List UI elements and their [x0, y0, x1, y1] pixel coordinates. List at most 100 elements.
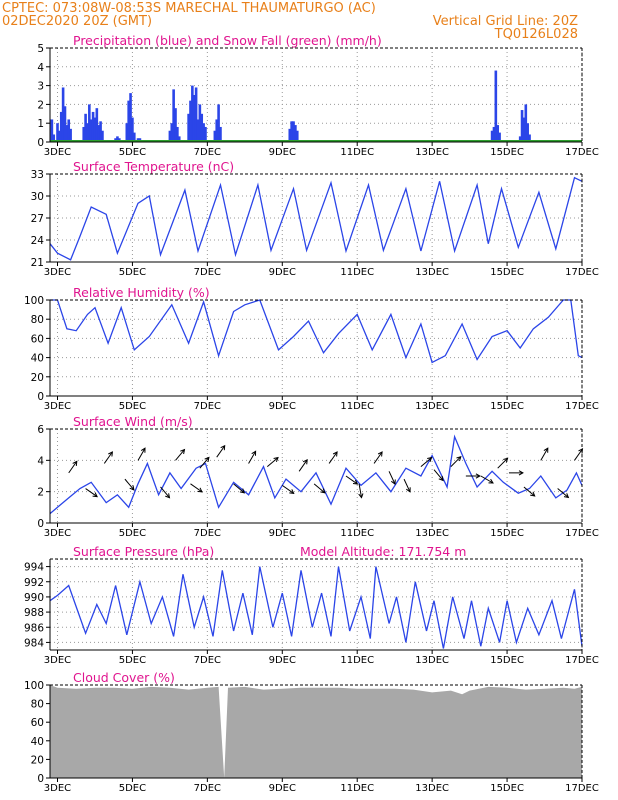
y-tick-label: 21 — [31, 257, 44, 269]
panel-title: Relative Humidity (%) — [73, 285, 210, 300]
wind-arrow-head — [406, 487, 411, 493]
x-tick-label: 15DEC — [490, 147, 524, 158]
wind-arrow-shaft — [373, 451, 383, 464]
x-tick-label: 11DEC — [340, 655, 374, 666]
x-tick-label: 7DEC — [194, 655, 221, 666]
precip-bar — [187, 113, 190, 142]
wind-arrow-head — [488, 478, 494, 484]
wind-arrow — [540, 447, 549, 461]
wind-arrow-shaft — [540, 447, 549, 461]
y-tick-label: 5 — [37, 43, 44, 55]
x-tick-label: 5DEC — [119, 783, 146, 794]
y-tick-label: 986 — [24, 622, 44, 634]
wind-arrow-shaft — [199, 457, 210, 469]
series-line — [50, 299, 583, 364]
panels-group: Precipitation (blue) and Snow Fall (gree… — [24, 33, 599, 794]
wind-arrow — [137, 447, 146, 461]
x-tick-label: 9DEC — [269, 267, 296, 278]
wind-arrow-head — [140, 447, 146, 453]
x-tick-label: 9DEC — [269, 655, 296, 666]
wind-arrow — [450, 455, 462, 467]
wind-arrow — [403, 478, 411, 493]
wind-arrow-shaft — [233, 483, 245, 494]
x-tick-label: 17DEC — [565, 783, 599, 794]
precip-bar — [290, 121, 293, 142]
wind-arrow-head — [129, 485, 135, 491]
precip-bar — [217, 104, 220, 142]
precip-bar — [56, 123, 59, 142]
precip-bar — [129, 93, 132, 142]
y-tick-label: 0 — [37, 518, 44, 530]
header-grid-line-note: Vertical Grid Line: 20Z — [433, 14, 578, 29]
wind-arrow-head — [352, 479, 359, 485]
x-tick-label: 15DEC — [490, 655, 524, 666]
precip-bar — [116, 136, 119, 142]
x-tick-label: 3DEC — [44, 655, 71, 666]
precip-bar — [168, 130, 172, 142]
wind-arrow — [124, 478, 135, 491]
panel-5: Surface Pressure (hPa) Model Altitude: 17… — [24, 544, 599, 666]
precip-bar — [67, 119, 71, 142]
x-tick-label: 7DEC — [194, 783, 221, 794]
precip-bar — [93, 117, 97, 142]
x-tick-label: 15DEC — [490, 783, 524, 794]
wind-arrow — [465, 473, 481, 479]
wind-arrow — [216, 444, 226, 458]
wind-arrow-shaft — [523, 486, 535, 497]
wind-arrow — [345, 475, 359, 485]
precip-bar — [176, 126, 179, 142]
precip-bar — [492, 126, 496, 142]
precip-bar — [125, 123, 129, 142]
x-tick-label: 3DEC — [44, 528, 71, 539]
wind-arrow — [281, 484, 295, 494]
x-tick-label: 5DEC — [119, 655, 146, 666]
wind-arrow — [480, 475, 494, 484]
wind-arrow — [497, 457, 509, 469]
precip-bar — [101, 130, 104, 142]
precip-bar — [99, 121, 102, 142]
header-run-time: 02DEC2020 20Z (GMT) — [2, 14, 152, 29]
wind-arrow — [508, 470, 524, 476]
panel-title: Surface Temperature (nC) — [73, 159, 234, 174]
wind-arrow — [557, 488, 570, 499]
wind-arrow-shaft — [298, 459, 308, 472]
panel-subtitle: Model Altitude: 171.754 m — [300, 544, 466, 559]
y-tick-label: 40 — [31, 353, 44, 365]
wind-arrow-head — [251, 450, 257, 456]
x-tick-label: 17DEC — [565, 401, 599, 412]
precip-bar — [50, 119, 54, 142]
x-tick-label: 17DEC — [565, 528, 599, 539]
panel-4: Surface Wind (m/s) 0 2 4 6 3DEC 5DEC 7DEC 9DEC 11… — [37, 414, 599, 539]
y-tick-label: 20 — [31, 754, 44, 766]
x-tick-label: 17DEC — [565, 147, 599, 158]
wind-arrow — [373, 451, 383, 464]
panel-title: Surface Wind (m/s) — [73, 414, 193, 429]
panel-title: Surface Pressure (hPa) — [73, 544, 214, 559]
x-tick-label: 11DEC — [340, 783, 374, 794]
plot-area — [50, 48, 582, 142]
y-tick-label: 20 — [31, 372, 44, 384]
x-tick-label: 17DEC — [565, 267, 599, 278]
wind-arrow — [328, 451, 338, 464]
precip-bar — [494, 70, 498, 142]
y-tick-label: 0 — [37, 391, 44, 403]
precip-bar — [498, 132, 501, 142]
wind-arrow-shaft — [266, 457, 279, 467]
precip-bar — [65, 125, 69, 142]
wind-arrow-shaft — [557, 488, 569, 498]
wind-arrow-head — [391, 479, 396, 485]
wind-arrow-shaft — [574, 448, 583, 461]
precip-bar — [86, 123, 89, 142]
x-tick-label: 7DEC — [194, 401, 221, 412]
y-tick-label: 984 — [24, 637, 44, 649]
precip-bar — [95, 108, 99, 142]
precip-bar — [215, 119, 219, 142]
series-line — [49, 566, 583, 649]
wind-arrow — [313, 483, 326, 494]
precip-bar — [219, 126, 222, 142]
precip-bar — [189, 100, 192, 142]
y-tick-label: 2 — [37, 487, 44, 499]
x-tick-label: 13DEC — [415, 267, 449, 278]
y-tick-label: 60 — [31, 333, 44, 345]
wind-arrow — [388, 471, 396, 485]
